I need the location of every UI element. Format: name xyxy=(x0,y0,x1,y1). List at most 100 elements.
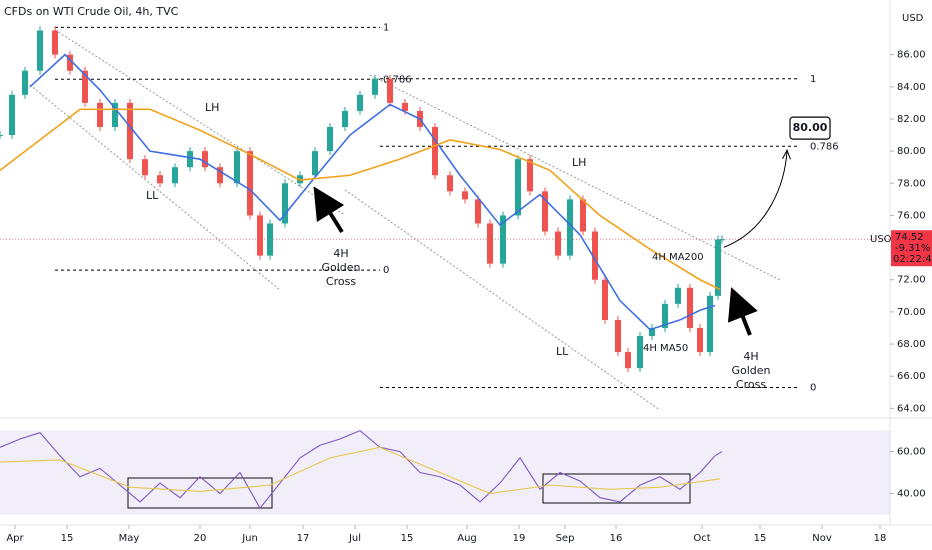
y-tick-label: 66.00 xyxy=(897,371,926,382)
candle xyxy=(462,191,468,200)
series-line xyxy=(0,446,721,495)
candle xyxy=(649,327,655,337)
fib-label: 1 xyxy=(383,22,389,33)
candle xyxy=(187,151,193,168)
candle xyxy=(515,159,521,216)
arrow xyxy=(727,287,758,336)
candle xyxy=(9,94,15,136)
channel-line xyxy=(344,189,661,411)
annotation: LH xyxy=(572,156,586,169)
x-tick-label: Jul xyxy=(348,533,361,544)
candle xyxy=(580,199,586,232)
fib-label: 0 xyxy=(383,265,389,276)
channel-line xyxy=(369,74,781,281)
series-line xyxy=(0,429,723,510)
candle xyxy=(662,303,668,328)
candle xyxy=(387,78,393,103)
candle xyxy=(52,30,58,55)
y-tick-label: 82.00 xyxy=(897,114,926,125)
x-tick-label: 16 xyxy=(610,533,623,544)
rsi-box xyxy=(542,473,691,504)
candle xyxy=(592,231,598,280)
candle xyxy=(625,352,631,369)
annotation: 4H xyxy=(333,247,348,260)
annotation: LL xyxy=(146,189,159,202)
candle xyxy=(112,102,118,128)
candle xyxy=(707,295,713,353)
y-tick-label: 80.00 xyxy=(897,146,926,157)
candle xyxy=(719,239,725,241)
symbol-tag: USOIL xyxy=(870,234,900,245)
y-tick-label: 60.00 xyxy=(897,447,926,458)
candle xyxy=(602,279,608,320)
candle xyxy=(637,336,643,369)
candle xyxy=(37,30,43,71)
annotation: LL xyxy=(556,345,569,358)
target-label: 80.00 xyxy=(793,121,828,134)
y-tick-label: 84.00 xyxy=(897,82,926,93)
candle xyxy=(142,159,148,176)
candle xyxy=(0,135,3,137)
candle xyxy=(234,151,240,184)
candle xyxy=(247,151,253,216)
series-line xyxy=(29,53,716,331)
candle xyxy=(172,167,178,184)
candle xyxy=(67,54,73,71)
y-tick-label: 72.00 xyxy=(897,275,926,286)
candle xyxy=(542,191,548,232)
y-tick-label: 64.00 xyxy=(897,403,926,414)
x-tick-label: Apr xyxy=(6,533,24,544)
candle xyxy=(687,287,693,328)
candle xyxy=(715,239,721,296)
candle xyxy=(567,199,573,256)
candle xyxy=(217,167,223,184)
fib-label: 0.786 xyxy=(810,141,839,152)
series-line xyxy=(0,108,721,291)
y-tick-label: 86.00 xyxy=(897,50,926,61)
chart-title: CFDs on WTI Crude Oil, 4h, TVC xyxy=(4,5,179,18)
candle xyxy=(402,102,408,111)
y-tick-label: 40.00 xyxy=(897,489,926,500)
x-tick-label: 20 xyxy=(194,533,207,544)
candle xyxy=(342,110,348,128)
x-tick-label: 18 xyxy=(874,533,887,544)
annotation: Golden xyxy=(321,261,360,274)
candle xyxy=(127,102,133,160)
candle xyxy=(312,151,318,176)
fib-label: 0 xyxy=(810,382,816,393)
x-tick-label: May xyxy=(119,533,140,544)
price-tag-countdown: 02:22:49 xyxy=(893,254,932,265)
annotation: Golden xyxy=(731,364,770,377)
candle xyxy=(675,287,681,304)
x-tick-label: Nov xyxy=(812,533,832,544)
annotation: LH xyxy=(205,101,219,114)
candle xyxy=(697,327,703,353)
candle xyxy=(432,127,438,176)
fib-label: 1 xyxy=(810,74,816,85)
x-tick-label: Aug xyxy=(457,533,477,544)
y-tick-label: 68.00 xyxy=(897,339,926,350)
arrow xyxy=(313,186,345,234)
target-arrow xyxy=(723,151,787,248)
x-tick-label: Jun xyxy=(241,533,258,544)
candle xyxy=(282,183,288,224)
x-tick-label: Sep xyxy=(556,533,575,544)
candle xyxy=(327,127,333,152)
candle xyxy=(357,94,363,111)
candle xyxy=(372,78,378,95)
candle xyxy=(487,223,493,264)
channel-line xyxy=(54,29,346,216)
candle xyxy=(555,231,561,256)
price-tag xyxy=(891,230,932,267)
target-box xyxy=(789,116,831,140)
candle xyxy=(202,151,208,168)
y-tick-label: 76.00 xyxy=(897,210,926,221)
currency: USD xyxy=(902,13,924,24)
candle xyxy=(527,159,533,192)
annotation: 4H xyxy=(743,350,758,363)
x-tick-label: 19 xyxy=(513,533,526,544)
channel-line xyxy=(29,84,281,291)
fib-label: 0.786 xyxy=(383,74,412,85)
price-tag-value: 74.52 xyxy=(895,232,924,243)
